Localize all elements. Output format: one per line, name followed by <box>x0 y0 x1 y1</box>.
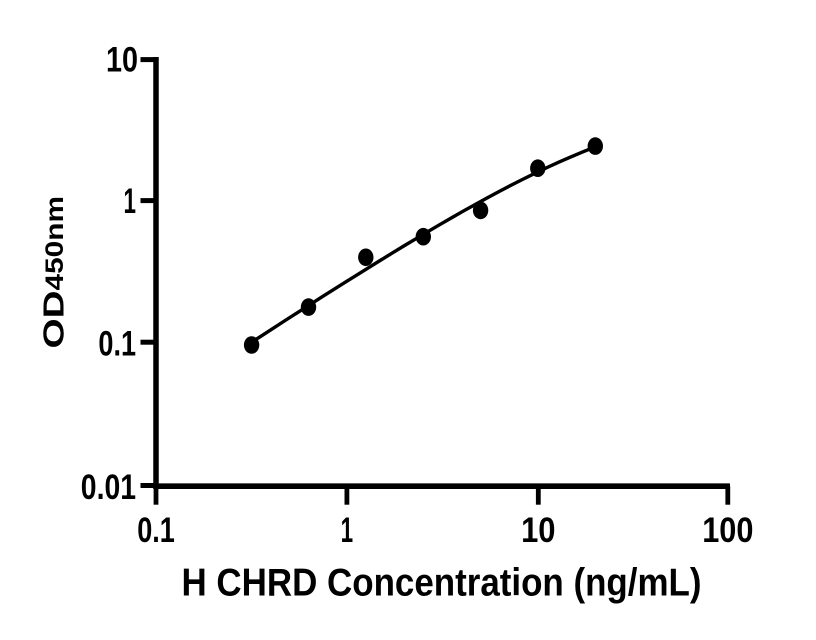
svg-text:OD: OD <box>37 291 70 349</box>
svg-text:0.01: 0.01 <box>81 467 136 507</box>
svg-text:0.1: 0.1 <box>98 323 136 363</box>
svg-text:100: 100 <box>702 510 753 550</box>
svg-text:1: 1 <box>341 510 353 550</box>
svg-text:10: 10 <box>106 40 138 80</box>
svg-text:H CHRD Concentration (ng/mL): H CHRD Concentration (ng/mL) <box>182 561 702 604</box>
svg-text:450nm: 450nm <box>41 196 68 291</box>
svg-text:1: 1 <box>124 181 136 221</box>
svg-text:0.1: 0.1 <box>137 510 175 550</box>
svg-text:10: 10 <box>521 510 555 550</box>
